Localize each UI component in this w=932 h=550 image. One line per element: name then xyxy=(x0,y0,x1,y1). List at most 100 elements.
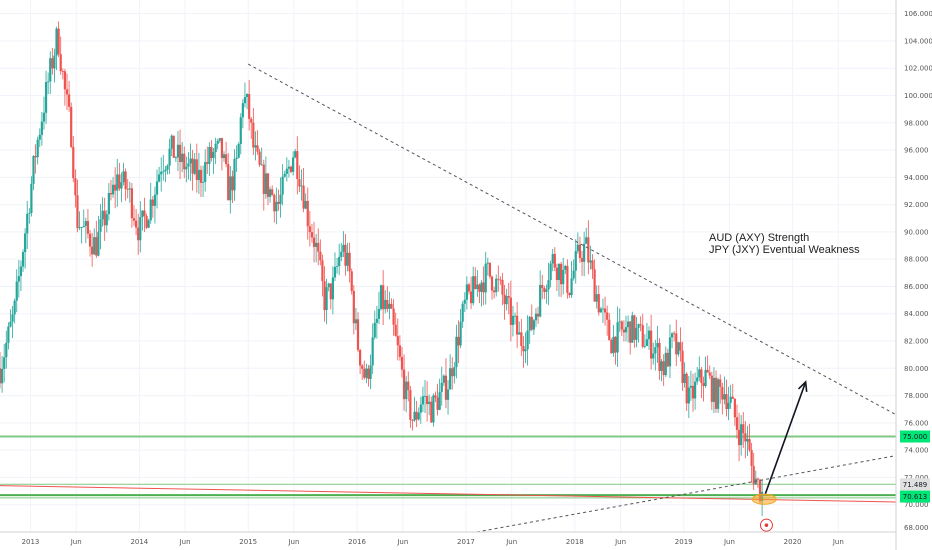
candle-body xyxy=(742,424,745,434)
candle-body xyxy=(528,316,531,331)
candle-body xyxy=(24,233,27,253)
candle-body xyxy=(591,260,594,270)
candle-body xyxy=(70,106,73,147)
candle-body xyxy=(220,138,224,159)
candle-body xyxy=(488,262,492,277)
candle-body xyxy=(5,342,8,358)
candle-body xyxy=(618,321,621,323)
candle-body xyxy=(298,178,301,187)
candle-body xyxy=(417,412,420,420)
resistance-trendline xyxy=(247,63,897,416)
candle-body xyxy=(549,263,552,280)
candle-body xyxy=(264,173,267,194)
candle-body xyxy=(49,58,52,82)
time-axis[interactable]: 2013 Jun 2014 Jun 2015 Jun 2016 Jun 2017 Jun 2018 J… xyxy=(22,538,844,546)
candle-body xyxy=(633,315,636,340)
candle-body xyxy=(731,396,734,399)
candle-body xyxy=(687,387,690,404)
candle-body xyxy=(752,466,755,485)
candle-body xyxy=(279,194,282,204)
candle-body xyxy=(482,282,485,293)
candle-body xyxy=(26,213,29,234)
candle-body xyxy=(384,299,387,310)
candle-body xyxy=(656,342,659,348)
candle-body xyxy=(645,339,649,346)
candle-body xyxy=(426,395,429,405)
candle-body xyxy=(134,220,138,228)
candle-body xyxy=(641,325,644,347)
candle-body xyxy=(13,300,16,315)
candle-body xyxy=(457,336,460,346)
candle-body xyxy=(643,345,646,347)
candle-body xyxy=(63,71,67,90)
candle-body xyxy=(325,287,328,311)
candle-body xyxy=(721,386,724,400)
candle-body xyxy=(210,147,213,159)
candle-body xyxy=(474,276,477,290)
candle-body xyxy=(509,297,512,325)
candle-body xyxy=(300,185,303,187)
candle-body xyxy=(459,321,462,346)
candle-body xyxy=(612,336,615,354)
candle-body xyxy=(294,151,297,158)
candle-body xyxy=(668,337,672,367)
candle-body xyxy=(118,174,121,189)
candle-body xyxy=(463,299,466,304)
candle-body xyxy=(271,189,274,195)
candle-body xyxy=(185,166,188,170)
annotation-text: AUD (AXY) Strength xyxy=(709,232,809,244)
candle-body xyxy=(42,112,46,122)
x-tick-label: 2019 xyxy=(675,538,693,546)
candle-body xyxy=(44,82,48,113)
candle-body xyxy=(323,281,326,311)
candle-body xyxy=(310,232,314,238)
candle-body xyxy=(402,369,406,400)
candle-body xyxy=(122,171,125,183)
candle-body xyxy=(229,176,232,201)
candle-body xyxy=(199,169,203,183)
candle-body xyxy=(38,134,41,140)
x-tick-label: Jun xyxy=(179,538,191,546)
candle-body xyxy=(624,327,628,333)
candle-body xyxy=(505,296,508,305)
y-tick-label: 88.000 xyxy=(904,256,929,264)
x-tick-label: Jun xyxy=(70,538,82,546)
candle-body xyxy=(593,269,596,302)
candle-body xyxy=(710,375,713,402)
candle-body xyxy=(511,315,515,325)
candle-body xyxy=(346,252,349,266)
candle-body xyxy=(432,395,435,423)
candle-body xyxy=(126,189,129,190)
candle-body xyxy=(679,342,682,351)
y-tick-label: 84.000 xyxy=(904,310,929,318)
y-tick-label: 92.000 xyxy=(904,201,929,209)
candle-body xyxy=(572,270,575,279)
price-tag xyxy=(900,478,930,491)
y-tick-label: 78.000 xyxy=(904,392,929,400)
candle-body xyxy=(107,193,110,215)
candle-body xyxy=(147,220,150,228)
candle-body xyxy=(700,369,703,383)
candle-body xyxy=(212,152,215,159)
markers xyxy=(751,380,808,532)
candle-body xyxy=(490,276,494,291)
candle-body xyxy=(283,173,286,177)
candle-body xyxy=(746,439,749,442)
candle-body xyxy=(312,237,316,247)
candle-body xyxy=(256,145,259,152)
candle-body xyxy=(691,385,695,399)
x-tick-label: 2017 xyxy=(457,538,475,546)
candle-body xyxy=(139,217,142,241)
candle-body xyxy=(547,279,550,290)
price-axis[interactable]: 70.000 72.000 74.000 76.000 78.000 80.000 82.0… xyxy=(904,10,932,532)
candle-body xyxy=(413,411,416,421)
candle-body xyxy=(367,368,370,379)
candle-body xyxy=(86,221,90,234)
candle-body xyxy=(518,332,521,335)
candles xyxy=(0,21,764,516)
candle-body xyxy=(34,156,37,158)
candle-body xyxy=(76,195,79,229)
candle-body xyxy=(564,265,567,270)
y-tick-label: 98.000 xyxy=(904,119,929,127)
